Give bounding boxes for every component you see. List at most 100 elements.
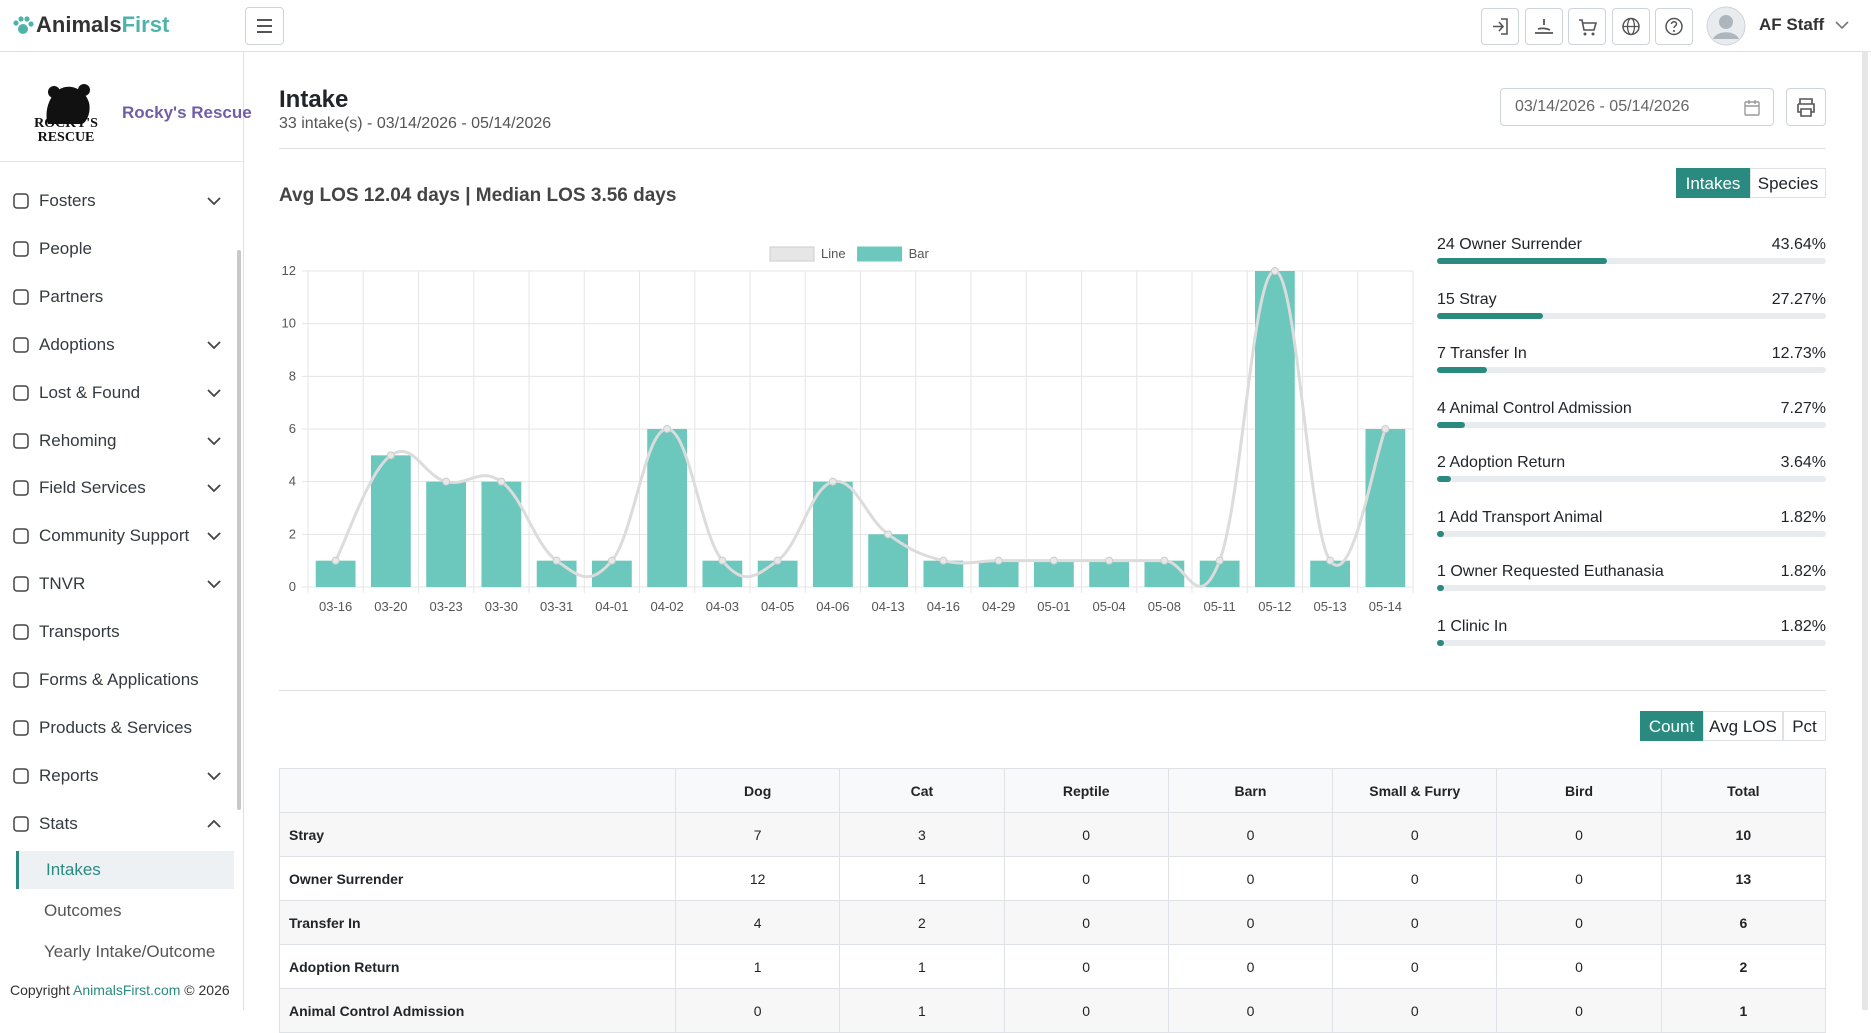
nav-item[interactable]: Forms & Applications xyxy=(12,665,222,695)
header-cell: Total xyxy=(1660,768,1827,813)
nav-label: TNVR xyxy=(39,574,86,594)
x-tick-label: 03-30 xyxy=(485,599,518,614)
icon-shape xyxy=(13,815,29,832)
sub-nav-item[interactable]: Intakes xyxy=(16,851,234,889)
sub-nav-item[interactable]: Yearly Intake/Outcome xyxy=(17,933,232,971)
cell: 0 xyxy=(1003,856,1169,901)
breakdown-row: 7 Transfer In 12.73% xyxy=(1437,345,1826,381)
y-tick-label: 6 xyxy=(289,421,296,436)
print-button[interactable] xyxy=(1786,88,1826,126)
x-tick-label: 03-31 xyxy=(540,599,573,614)
user-chevron[interactable] xyxy=(1834,18,1850,32)
chevron xyxy=(207,819,221,828)
menu-button[interactable] xyxy=(245,7,284,45)
bar xyxy=(1254,271,1295,587)
brand[interactable]: AnimalsFirst xyxy=(36,12,169,38)
y-tick-label: 10 xyxy=(282,316,296,331)
cell: 0 xyxy=(1003,812,1169,857)
nav-item[interactable]: Partners xyxy=(12,282,222,312)
line-point xyxy=(718,556,727,565)
bar xyxy=(536,560,577,587)
cell: 1 xyxy=(839,988,1005,1033)
x-tick-label: 05-11 xyxy=(1203,599,1235,614)
divider xyxy=(0,161,243,162)
nav-item[interactable]: People xyxy=(12,234,222,264)
bar xyxy=(481,481,522,587)
tab[interactable]: Intakes xyxy=(1676,168,1750,198)
table-row: Adoption Return 1 1 0 0 0 0 2 xyxy=(279,944,1827,989)
nav-chevron xyxy=(207,388,221,397)
nav-item[interactable]: Lost & Found xyxy=(12,378,222,408)
nav-item[interactable]: Reports xyxy=(12,761,222,791)
progress-bar xyxy=(1437,258,1607,264)
nav-chevron xyxy=(207,484,221,493)
avatar[interactable] xyxy=(1706,6,1746,46)
line-point xyxy=(828,477,837,486)
nav-item[interactable]: Adoptions xyxy=(12,330,222,360)
legend-label: Bar xyxy=(909,246,930,261)
nav-item[interactable]: Transports xyxy=(12,617,222,647)
line-point xyxy=(773,556,782,565)
table-row: Animal Control Admission 0 1 0 0 0 0 1 xyxy=(279,988,1827,1033)
header-cell: Bird xyxy=(1496,768,1662,813)
line-point xyxy=(442,477,451,486)
header-cell: Cat xyxy=(839,768,1005,813)
tab[interactable]: Count xyxy=(1640,711,1703,741)
nav-item[interactable]: Stats xyxy=(12,809,222,839)
x-tick-label: 04-29 xyxy=(982,599,1015,614)
nav-item[interactable]: TNVR xyxy=(12,569,222,599)
cart-button[interactable] xyxy=(1568,8,1606,45)
nav-label: Transports xyxy=(39,622,120,642)
date-range-input[interactable]: 03/14/2026 - 05/14/2026 xyxy=(1500,88,1774,126)
language-button[interactable] xyxy=(1612,8,1650,45)
nav-chevron xyxy=(207,341,221,349)
cell: 7 xyxy=(674,812,841,857)
y-tick-label: 2 xyxy=(289,526,296,541)
breakdown-name: Owner Surrender xyxy=(1459,236,1582,253)
progress-bar xyxy=(1437,367,1487,373)
line-point xyxy=(1381,425,1390,433)
breakdown-name: Add Transport Animal xyxy=(1449,508,1603,526)
cell: 0 xyxy=(1167,812,1334,857)
cell: 1 xyxy=(839,944,1005,989)
line xyxy=(334,269,1387,588)
bar xyxy=(1144,560,1185,587)
cell: 6 xyxy=(1660,900,1827,945)
x-tick-label: 03-20 xyxy=(374,599,407,614)
nav-item[interactable]: Community Support xyxy=(12,521,222,551)
y-tick-label: 8 xyxy=(289,368,296,383)
donate-button[interactable] xyxy=(1525,8,1563,45)
user-name[interactable]: AF Staff xyxy=(1759,15,1825,34)
breakdown-pct: 1.82% xyxy=(1780,617,1826,635)
page-scrollbar[interactable] xyxy=(1862,51,1868,1010)
nav-icon xyxy=(13,384,29,401)
login-button[interactable] xyxy=(1481,8,1519,45)
nav-chevron xyxy=(207,436,221,445)
copyright-text: © 2026 xyxy=(184,982,230,998)
cell: 3 xyxy=(839,812,1005,857)
org-name[interactable]: Rocky's Rescue xyxy=(122,103,252,122)
tab[interactable]: Avg LOS xyxy=(1703,711,1783,741)
sub-nav-item[interactable]: Outcomes xyxy=(17,892,232,930)
chevron xyxy=(207,484,221,493)
x-tick-label: 03-16 xyxy=(319,599,352,614)
date-range-text: 03/14/2026 - 05/14/2026 xyxy=(1515,98,1690,115)
x-tick-label: 04-03 xyxy=(706,599,739,614)
nav-item[interactable]: Rehoming xyxy=(12,426,222,456)
line-point xyxy=(1270,267,1279,275)
progress-bar xyxy=(1437,476,1452,482)
tab[interactable]: Species xyxy=(1750,168,1826,198)
nav-item[interactable]: Fosters xyxy=(12,186,222,216)
chevron xyxy=(207,436,221,445)
nav-item[interactable]: Field Services xyxy=(12,473,222,503)
icon-shape xyxy=(13,432,29,449)
tab[interactable]: Pct xyxy=(1783,711,1826,741)
help-button[interactable] xyxy=(1655,8,1693,45)
sidebar-scrollbar[interactable] xyxy=(237,250,241,810)
nav-item[interactable]: Products & Services xyxy=(12,713,222,743)
progress-track xyxy=(1437,476,1826,482)
icon-shape xyxy=(13,480,29,497)
icon-shape xyxy=(13,289,29,305)
cell: 1 xyxy=(674,944,841,989)
copyright-link[interactable]: AnimalsFirst.com xyxy=(73,982,181,998)
